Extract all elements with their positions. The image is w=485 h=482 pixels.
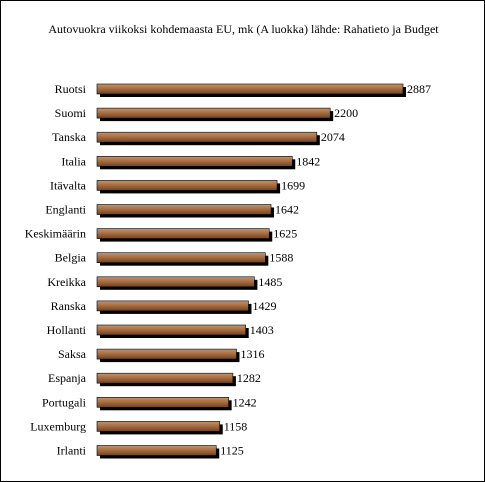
value-label: 2074 xyxy=(321,130,345,144)
bar xyxy=(96,228,270,239)
category-label: Portugali xyxy=(42,395,87,409)
category-label: Espanja xyxy=(48,371,87,385)
category-label: Kreikka xyxy=(47,275,86,289)
category-label: Tanska xyxy=(52,130,86,144)
category-label: Italia xyxy=(61,154,86,168)
bar xyxy=(96,156,293,167)
value-label: 1158 xyxy=(224,419,248,433)
bar xyxy=(96,276,255,288)
value-label: 1403 xyxy=(250,323,274,337)
bar xyxy=(96,445,217,456)
value-label: 1125 xyxy=(220,444,244,458)
value-label: 1429 xyxy=(252,299,276,313)
value-label: 1588 xyxy=(269,251,293,265)
category-label: Luxemburg xyxy=(30,419,86,433)
chart-title: Autovuokra viikoksi kohdemaasta EU, mk (… xyxy=(48,22,439,36)
category-label: Saksa xyxy=(58,347,87,361)
bar xyxy=(96,107,331,119)
category-label: Irlanti xyxy=(57,444,87,458)
bar xyxy=(96,131,318,143)
bar xyxy=(96,348,237,360)
bar xyxy=(96,180,278,191)
category-label: Hollanti xyxy=(47,323,87,337)
category-label: Ruotsi xyxy=(55,82,87,96)
value-label: 1625 xyxy=(273,227,297,241)
bar xyxy=(96,300,249,312)
category-label: Belgia xyxy=(55,251,87,265)
value-label: 1316 xyxy=(240,347,264,361)
bar xyxy=(96,252,266,263)
value-label: 2887 xyxy=(407,82,431,96)
value-label: 1842 xyxy=(296,154,320,168)
value-label: 1642 xyxy=(275,203,299,217)
category-label: Ranska xyxy=(51,299,87,313)
bar xyxy=(96,372,234,384)
value-label: 1242 xyxy=(233,395,257,409)
bar xyxy=(96,421,221,432)
value-label: 1282 xyxy=(237,371,261,385)
category-label: Itävalta xyxy=(50,178,87,192)
bar xyxy=(96,83,404,95)
bar xyxy=(96,324,247,336)
bar xyxy=(96,396,229,408)
category-label: Suomi xyxy=(55,106,87,120)
category-label: Keskimäärin xyxy=(25,227,86,241)
value-label: 1485 xyxy=(258,275,282,289)
category-label: Englanti xyxy=(45,203,86,217)
value-label: 1699 xyxy=(281,178,305,192)
value-label: 2200 xyxy=(334,106,358,120)
bar xyxy=(96,204,272,215)
